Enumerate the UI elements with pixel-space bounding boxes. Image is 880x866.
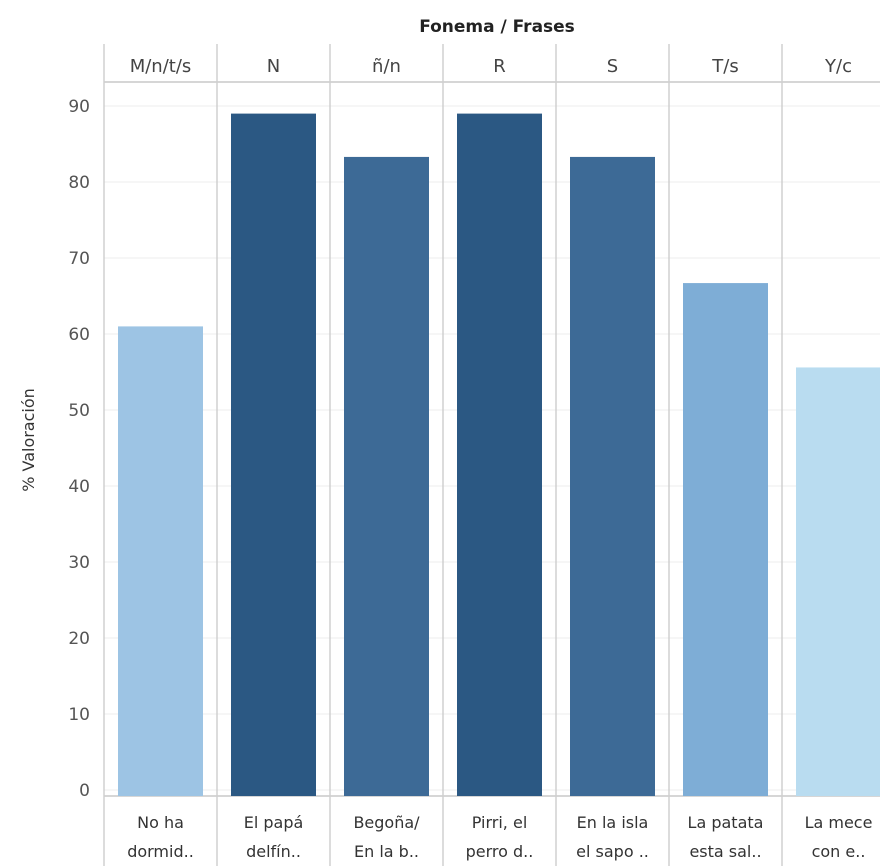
category-label: dormid.. [127, 842, 194, 861]
bar [344, 156, 429, 797]
y-tick-label: 30 [68, 553, 90, 573]
category-label: La patata [688, 813, 764, 832]
bar [118, 326, 203, 796]
category-labels: No ha dormid.. El papá delfín.. Begoña/En la… [127, 813, 872, 861]
bar [231, 113, 316, 797]
y-tick-label: 40 [68, 477, 90, 497]
bar [457, 113, 542, 797]
category-label: El papá [244, 813, 304, 832]
category-label: No ha [137, 813, 184, 832]
y-tick-label: 0 [79, 781, 90, 801]
y-tick-label: 90 [68, 97, 90, 117]
y-axis-label: % Valoración [19, 388, 38, 492]
category-label: La mece [805, 813, 873, 832]
category-label: Begoña/ [353, 813, 420, 832]
category-label: En la isla [577, 813, 649, 832]
chart-title: Fonema / Frases [419, 17, 575, 37]
category-label: En la b.. [354, 842, 419, 861]
y-tick-label: 70 [68, 249, 90, 269]
column-header: R [493, 56, 506, 77]
column-header: S [607, 56, 618, 77]
category-label: delfín.. [246, 842, 301, 861]
y-tick-labels: 0 10 20 30 40 50 60 70 80 90 [68, 97, 90, 801]
bar [683, 283, 768, 797]
category-label: Pirri, el [472, 813, 528, 832]
bar [570, 156, 655, 797]
bars [118, 113, 880, 797]
category-label: con e.. [812, 842, 866, 861]
bar [796, 367, 880, 796]
category-label: el sapo .. [576, 842, 649, 861]
y-tick-label: 80 [68, 173, 90, 193]
y-tick-label: 50 [68, 401, 90, 421]
y-tick-label: 20 [68, 629, 90, 649]
column-header: ñ/n [372, 56, 401, 77]
column-header: N [267, 56, 280, 77]
column-header: M/n/t/s [130, 56, 192, 77]
category-label: esta sal.. [689, 842, 761, 861]
y-tick-label: 10 [68, 705, 90, 725]
column-header: T/s [711, 56, 738, 77]
category-label: perro d.. [466, 842, 534, 861]
column-header: Y/c [824, 56, 852, 77]
y-tick-label: 60 [68, 325, 90, 345]
